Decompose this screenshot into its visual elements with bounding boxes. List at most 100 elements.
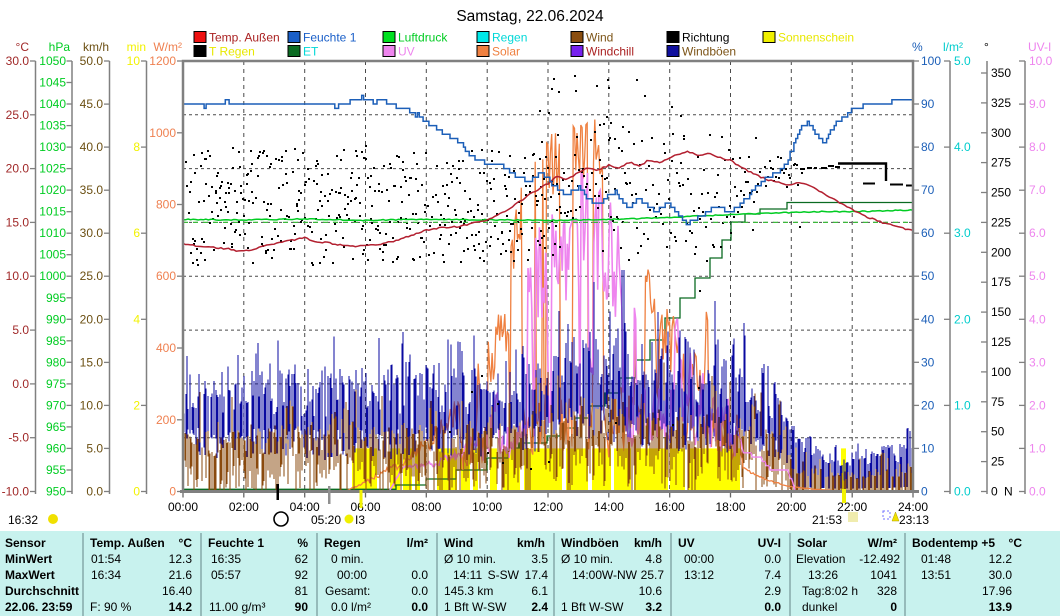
svg-text:1.0: 1.0 [954, 398, 971, 412]
svg-text:75: 75 [991, 395, 1005, 409]
svg-text:Sonnenschein: Sonnenschein [778, 31, 854, 45]
svg-text:Solar: Solar [797, 536, 827, 550]
svg-text:7.0: 7.0 [1029, 183, 1046, 197]
svg-text:Luftdruck: Luftdruck [398, 31, 448, 45]
svg-text:4.0: 4.0 [954, 140, 971, 154]
svg-text:92: 92 [295, 568, 309, 582]
svg-text:Temp. Außen: Temp. Außen [90, 536, 165, 550]
svg-text:0.0: 0.0 [411, 600, 428, 614]
svg-text:175: 175 [991, 275, 1011, 289]
svg-text:23:13: 23:13 [899, 513, 929, 527]
svg-text:00:00: 00:00 [684, 552, 714, 566]
svg-text:980: 980 [46, 355, 66, 369]
svg-text:25: 25 [991, 455, 1005, 469]
svg-text:0.0 l/m²: 0.0 l/m² [331, 600, 371, 614]
svg-text:01:54: 01:54 [91, 552, 121, 566]
svg-text:16:00: 16:00 [655, 500, 685, 514]
svg-text:00:00: 00:00 [337, 568, 367, 582]
svg-text:950: 950 [46, 485, 66, 499]
svg-text:5.0: 5.0 [12, 323, 29, 337]
svg-text:l/m²: l/m² [943, 40, 963, 54]
svg-text:W/m²: W/m² [868, 536, 897, 550]
svg-text:70: 70 [921, 183, 935, 197]
svg-text:4: 4 [133, 312, 140, 326]
svg-text:0.0: 0.0 [764, 552, 781, 566]
svg-text:50: 50 [921, 269, 935, 283]
svg-text:°C: °C [16, 40, 30, 54]
svg-text:04:00: 04:00 [290, 500, 320, 514]
svg-text:14:00: 14:00 [572, 568, 602, 582]
svg-text:200: 200 [991, 245, 1011, 259]
svg-text:20:00: 20:00 [776, 500, 806, 514]
svg-text:Bodentemp +5: Bodentemp +5 [912, 536, 995, 550]
svg-text:100: 100 [991, 365, 1011, 379]
svg-text:F: 90 %: F: 90 % [90, 600, 132, 614]
svg-text:1020: 1020 [39, 183, 66, 197]
svg-text:7.4: 7.4 [764, 568, 781, 582]
svg-text:0.0: 0.0 [1029, 485, 1046, 499]
svg-text:30.0: 30.0 [6, 54, 30, 68]
svg-text:960: 960 [46, 441, 66, 455]
svg-text:5.0: 5.0 [1029, 269, 1046, 283]
svg-text:-12.492: -12.492 [859, 552, 900, 566]
svg-text:1000: 1000 [149, 126, 176, 140]
svg-text:1.0: 1.0 [1029, 441, 1046, 455]
svg-text:125: 125 [991, 335, 1011, 349]
svg-text:km/h: km/h [634, 536, 662, 550]
svg-text:990: 990 [46, 312, 66, 326]
svg-text:5.0: 5.0 [954, 54, 971, 68]
svg-text:Tag:8:02 h: Tag:8:02 h [802, 584, 858, 598]
svg-text:1040: 1040 [39, 97, 66, 111]
svg-text:1005: 1005 [39, 248, 66, 262]
svg-text:17.4: 17.4 [525, 568, 549, 582]
svg-text:Gesamt:: Gesamt: [325, 584, 370, 598]
svg-text:W-NW: W-NW [602, 568, 638, 582]
svg-text:6.1: 6.1 [531, 584, 548, 598]
svg-text:16:34: 16:34 [91, 568, 121, 582]
svg-text:°C: °C [1009, 536, 1023, 550]
svg-text:30.0: 30.0 [80, 226, 104, 240]
svg-text:Feuchte 1: Feuchte 1 [208, 536, 264, 550]
svg-text:4.8: 4.8 [645, 552, 662, 566]
svg-text:50.0: 50.0 [80, 54, 104, 68]
svg-text:9.0: 9.0 [1029, 97, 1046, 111]
svg-text:25.0: 25.0 [80, 269, 104, 283]
svg-text:W/m²: W/m² [153, 40, 182, 54]
svg-text:13:26: 13:26 [808, 568, 838, 582]
svg-text:3.0: 3.0 [954, 226, 971, 240]
svg-text:N: N [1004, 485, 1013, 499]
svg-text:955: 955 [46, 463, 66, 477]
svg-text:200: 200 [156, 413, 176, 427]
svg-text:8.0: 8.0 [1029, 140, 1046, 154]
svg-text:2.9: 2.9 [764, 584, 781, 598]
svg-text:6: 6 [133, 226, 140, 240]
svg-text:80: 80 [921, 140, 935, 154]
svg-text:995: 995 [46, 291, 66, 305]
svg-text:min: min [127, 40, 146, 54]
svg-text:18:00: 18:00 [715, 500, 745, 514]
svg-text:1025: 1025 [39, 162, 66, 176]
svg-text:km/h: km/h [83, 40, 109, 54]
svg-text:0 min.: 0 min. [331, 552, 364, 566]
svg-text:Solar: Solar [492, 45, 520, 59]
svg-text:328: 328 [877, 584, 897, 598]
svg-text:16:35: 16:35 [211, 552, 241, 566]
svg-text:Regen: Regen [492, 31, 527, 45]
svg-text:90: 90 [295, 600, 309, 614]
svg-text:22:00: 22:00 [837, 500, 867, 514]
svg-text:1010: 1010 [39, 226, 66, 240]
svg-text:1 Bft W-SW: 1 Bft W-SW [444, 600, 507, 614]
svg-text:km/h: km/h [517, 536, 545, 550]
svg-text:14:00: 14:00 [594, 500, 624, 514]
svg-text:16:32: 16:32 [8, 513, 38, 527]
svg-text:10.6: 10.6 [639, 584, 663, 598]
svg-text:12:00: 12:00 [533, 500, 563, 514]
svg-text:Wind: Wind [586, 31, 613, 45]
svg-text:Temp. Außen: Temp. Außen [209, 31, 280, 45]
svg-text:5.0: 5.0 [86, 441, 103, 455]
svg-text:I3: I3 [355, 513, 365, 527]
svg-text:300: 300 [991, 126, 1011, 140]
svg-text:325: 325 [991, 96, 1011, 110]
svg-text:13:51: 13:51 [921, 568, 951, 582]
svg-text:22.06. 23:59: 22.06. 23:59 [5, 600, 73, 614]
